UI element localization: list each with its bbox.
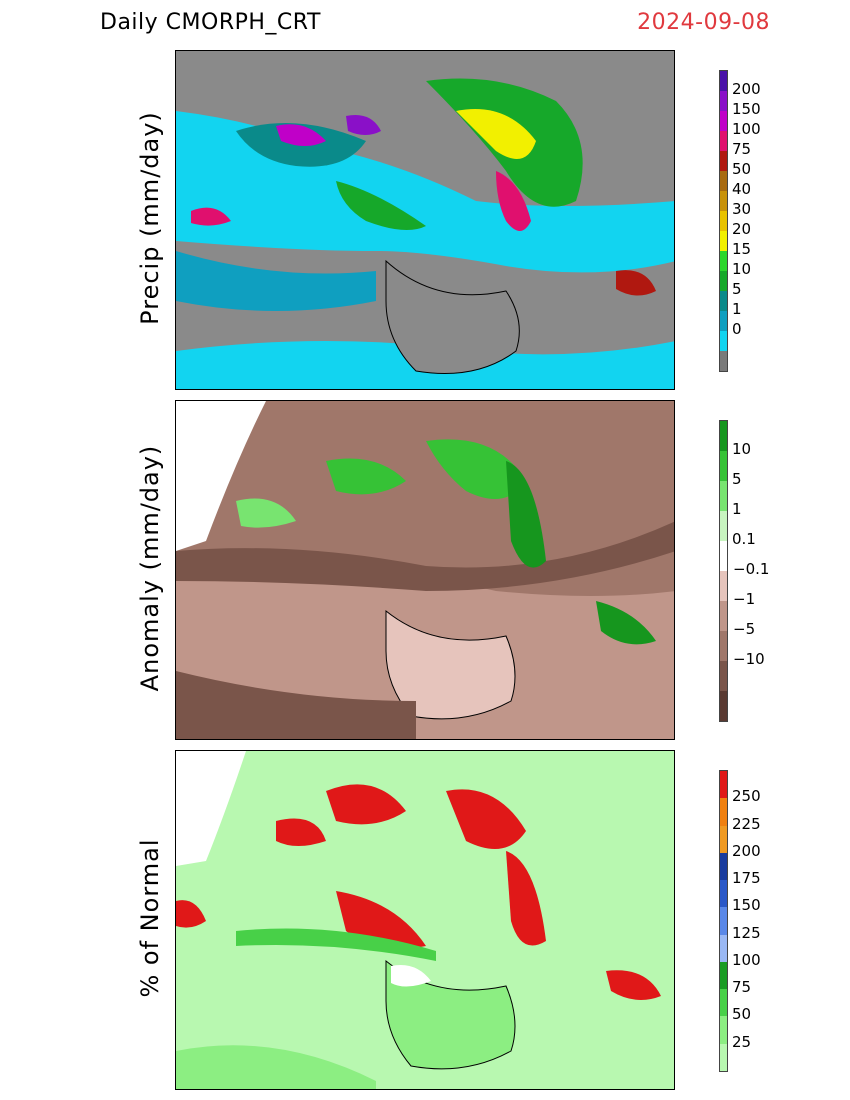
colorbar-tick-label: 200 (732, 841, 761, 860)
colorbar-swatch (720, 798, 727, 826)
colorbar-tick-label: 0.1 (732, 530, 756, 548)
colorbar-tick-label: 0 (732, 320, 742, 338)
colorbar-swatch (720, 271, 727, 291)
colorbar-swatch (720, 191, 727, 211)
colorbar-tick-label: −1 (733, 590, 756, 608)
colorbar-tick-label: 1 (732, 500, 742, 518)
colorbar-swatch (720, 631, 727, 661)
colorbar-swatch (720, 1043, 727, 1071)
colorbar-swatch (720, 291, 727, 311)
precip-axis-label: Precip (mm/day) (136, 111, 164, 325)
colorbar-swatch (720, 421, 727, 451)
colorbar-swatch (720, 661, 727, 691)
colorbar-swatch (720, 571, 727, 601)
colorbar-tick-label: 150 (732, 896, 761, 915)
colorbar-tick-label: 10 (732, 260, 752, 278)
colorbar-swatch (720, 511, 727, 541)
colorbar-tick-label: 100 (732, 950, 761, 969)
precip-colorbar (719, 70, 728, 372)
colorbar-tick-label: 175 (732, 869, 761, 888)
colorbar-tick-label: 5 (732, 470, 742, 488)
colorbar-tick-label: 5 (732, 280, 742, 298)
colorbar-swatch (720, 934, 727, 962)
colorbar-tick-label: 30 (732, 200, 752, 218)
colorbar-tick-label: 75 (732, 978, 752, 997)
colorbar-swatch (720, 231, 727, 251)
colorbar-swatch (720, 961, 727, 990)
colorbar-tick-label: 50 (732, 160, 752, 178)
colorbar-tick-label: 100 (732, 120, 761, 138)
colorbar-swatch (720, 211, 727, 231)
colorbar-swatch (720, 481, 727, 511)
precip-map (175, 50, 675, 390)
anomaly-axis-label: Anomaly (mm/day) (136, 444, 164, 692)
colorbar-tick-label: 20 (732, 220, 752, 238)
colorbar-tick-label: −5 (733, 620, 756, 638)
colorbar-tick-label: 15 (732, 240, 752, 258)
colorbar-swatch (720, 151, 727, 171)
anomaly-colorbar (719, 420, 728, 722)
colorbar-tick-label: 250 (732, 787, 761, 806)
colorbar-tick-label: 25 (732, 1032, 752, 1051)
colorbar-swatch (720, 91, 727, 111)
colorbar-swatch (720, 771, 727, 799)
colorbar-swatch (720, 880, 727, 908)
colorbar-swatch (720, 71, 727, 91)
colorbar-tick-label: 75 (732, 140, 752, 158)
colorbar-swatch (720, 451, 727, 481)
colorbar-swatch (720, 691, 727, 721)
colorbar-tick-label: 200 (732, 80, 761, 98)
colorbar-swatch (720, 311, 727, 331)
anomaly-map (175, 400, 675, 740)
percent-normal-map (175, 750, 675, 1090)
colorbar-tick-label: 10 (732, 440, 752, 458)
colorbar-swatch (720, 1016, 727, 1044)
colorbar-swatch (720, 131, 727, 151)
figure-title: Daily CMORPH_CRT (100, 10, 321, 35)
colorbar-tick-label: −10 (733, 650, 765, 668)
colorbar-tick-label: 225 (732, 814, 761, 833)
colorbar-swatch (720, 907, 727, 935)
colorbar-swatch (720, 852, 727, 881)
colorbar-tick-label: 150 (732, 100, 761, 118)
colorbar-swatch (720, 351, 727, 371)
colorbar-tick-label: 40 (732, 180, 752, 198)
colorbar-swatch (720, 825, 727, 853)
colorbar-swatch (720, 989, 727, 1017)
colorbar-swatch (720, 541, 727, 571)
colorbar-tick-label: 50 (732, 1005, 752, 1024)
colorbar-swatch (720, 251, 727, 271)
colorbar-tick-label: 1 (732, 300, 742, 318)
date-label: 2024-09-08 (637, 10, 770, 35)
colorbar-swatch (720, 331, 727, 351)
colorbar-swatch (720, 111, 727, 131)
colorbar-tick-label: −0.1 (733, 560, 770, 578)
colorbar-tick-label: 125 (732, 923, 761, 942)
colorbar-swatch (720, 601, 727, 631)
percent-colorbar (719, 770, 728, 1072)
colorbar-swatch (720, 171, 727, 191)
percent-axis-label: % of Normal (136, 838, 164, 998)
